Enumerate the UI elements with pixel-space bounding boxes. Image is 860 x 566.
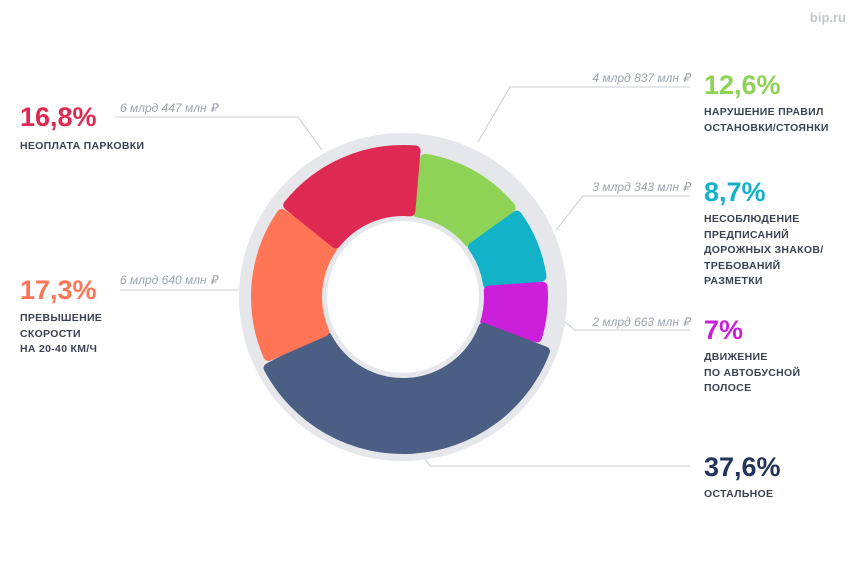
percent-label-unpaid-parking: 16,8% [20,102,97,132]
percent-label-other: 37,6% [704,452,781,482]
leader-line-other [419,451,690,467]
leader-line-road-signs [555,195,690,231]
segment-bus-lane [480,281,548,343]
percent-label-parking-violation: 12,6% [704,70,781,100]
amount-label-speeding: 6 млрд 640 млн ₽ [120,273,218,287]
amount-label-unpaid-parking: 6 млрд 447 млн ₽ [120,101,218,115]
category-label-other: ОСТАЛЬНОЕ [704,488,774,500]
leader-lines [115,86,690,467]
segment-other [263,322,550,454]
amount-label-road-signs: 3 млрд 343 млн ₽ [592,180,690,194]
amount-label-bus-lane: 2 млрд 663 млн ₽ [592,315,690,329]
segment-unpaid-parking [283,145,421,249]
leader-line-parking-violation [477,86,690,143]
amount-label-parking-violation: 4 млрд 837 млн ₽ [592,71,690,85]
category-label-bus-lane: ДВИЖЕНИЕ ПО АВТОБУСНОЙ ПОЛОСЕ [704,351,801,394]
percent-label-road-signs: 8,7% [704,177,766,207]
percent-label-speeding: 17,3% [20,275,97,305]
chart-inner-hole [327,221,479,373]
segment-road-signs [467,210,547,290]
brand-logo: bip.ru [809,10,846,25]
percent-label-bus-lane: 7% [704,315,744,345]
category-label-speeding: ПРЕВЫШЕНИЕ СКОРОСТИ НА 20-40 КМ/Ч [20,312,103,355]
category-label-unpaid-parking: НЕОПЛАТА ПАРКОВКИ [20,140,145,152]
category-label-parking-violation: НАРУШЕНИЕ ПРАВИЛ ОСТАНОВКИ/СТОЯНКИ [704,106,829,134]
segment-speeding [251,208,338,361]
leader-line-unpaid-parking [115,116,323,151]
category-label-road-signs: НЕСОБЛЮДЕНИЕ ПРЕДПИСАНИЙ ДОРОЖНЫХ ЗНАКОВ… [704,213,824,287]
segment-parking-violation [411,153,516,248]
chart-segments [251,145,550,454]
